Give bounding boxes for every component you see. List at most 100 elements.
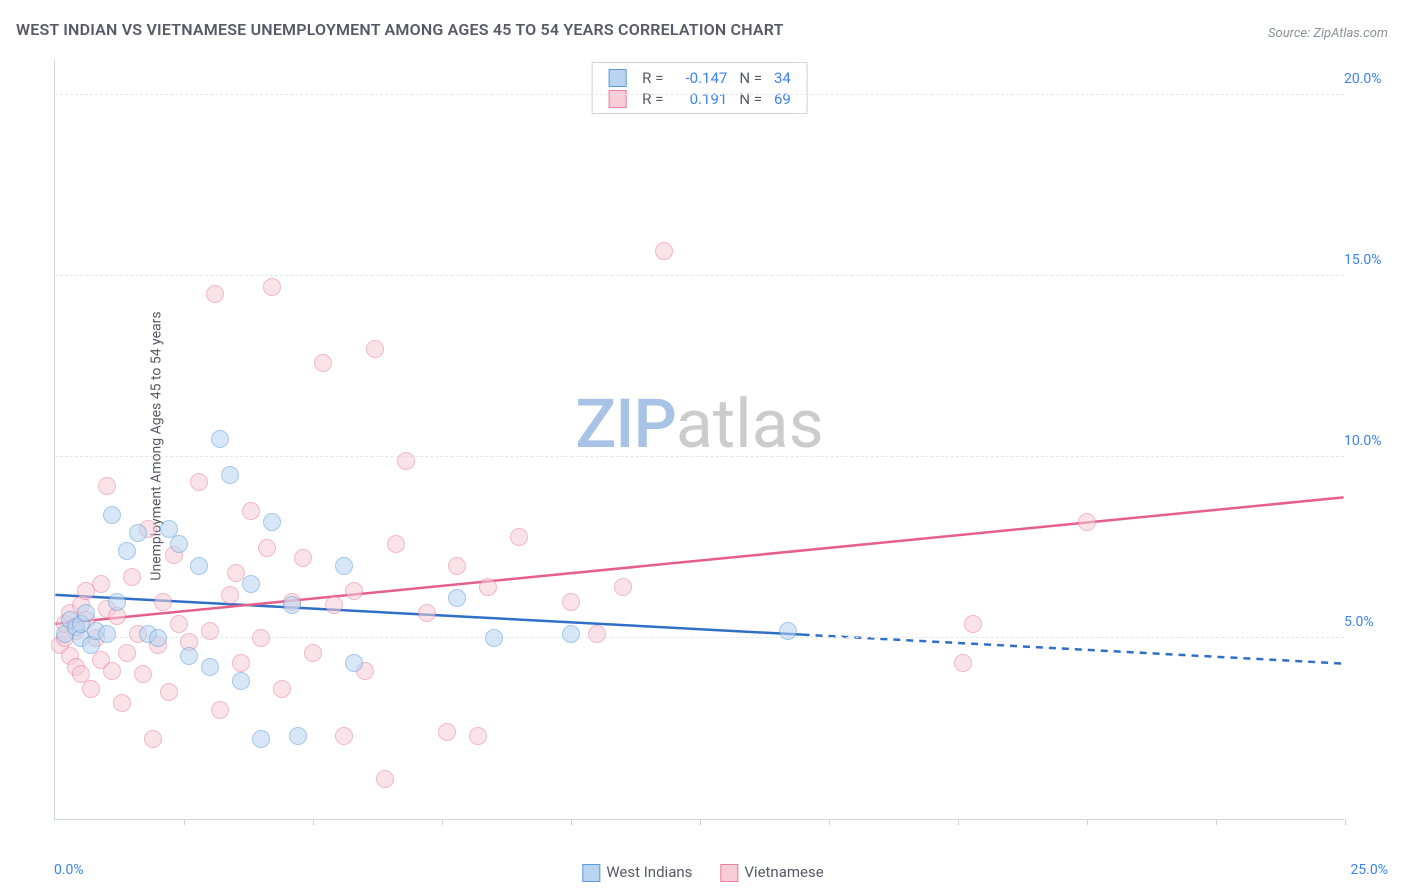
x-tick [700,819,701,825]
data-point [98,477,116,495]
data-point [232,654,250,672]
grid-line [55,94,1344,95]
x-tick [1087,819,1088,825]
data-point [252,629,270,647]
y-tick-label: 10.0% [1344,433,1394,449]
data-point [170,615,188,633]
x-tick [184,819,185,825]
data-point [160,683,178,701]
y-tick-label: 5.0% [1344,614,1394,630]
x-tick [958,819,959,825]
data-point [206,285,224,303]
data-point [562,625,580,643]
data-point [294,549,312,567]
data-point [108,593,126,611]
data-point [92,575,110,593]
legend-stats-row: R =-0.147N =34 [602,67,797,88]
data-point [588,625,606,643]
data-point [263,278,281,296]
data-point [118,542,136,560]
data-point [345,654,363,672]
data-point [387,535,405,553]
y-tick-label: 20.0% [1344,71,1394,87]
x-tick [1345,819,1346,825]
x-tick [1216,819,1217,825]
plot-container: ZIPatlas R =-0.147N =34R =0.191N =69 5.0… [54,60,1384,850]
x-axis-max-label: 25.0% [1350,862,1388,878]
data-point [448,589,466,607]
y-tick-label: 15.0% [1344,252,1394,268]
data-point [304,644,322,662]
data-point [448,557,466,575]
data-point [954,654,972,672]
data-point [134,665,152,683]
grid-line [55,275,1344,276]
data-point [335,557,353,575]
data-point [232,672,250,690]
data-point [149,629,167,647]
data-point [283,596,301,614]
data-point [397,452,415,470]
data-point [77,604,95,622]
data-point [438,723,456,741]
data-point [221,466,239,484]
data-point [82,680,100,698]
data-point [376,770,394,788]
data-point [345,582,363,600]
source-label: Source: ZipAtlas.com [1268,26,1388,41]
data-point [314,354,332,372]
data-point [221,586,239,604]
data-point [103,506,121,524]
data-point [562,593,580,611]
x-tick [829,819,830,825]
data-point [614,578,632,596]
data-point [113,694,131,712]
x-tick [313,819,314,825]
data-point [211,701,229,719]
trend-lines-layer [55,60,1344,819]
data-point [201,622,219,640]
plot-area: ZIPatlas R =-0.147N =34R =0.191N =69 5.0… [54,60,1344,820]
legend-stats-box: R =-0.147N =34R =0.191N =69 [591,62,808,114]
data-point [144,730,162,748]
data-point [170,535,188,553]
data-point [655,242,673,260]
legend-stats-row: R =0.191N =69 [602,88,797,109]
trend-line [803,635,1344,664]
data-point [258,539,276,557]
chart-title: WEST INDIAN VS VIETNAMESE UNEMPLOYMENT A… [16,20,784,39]
data-point [469,727,487,745]
legend-item: West Indians [582,863,692,882]
data-point [180,647,198,665]
data-point [335,727,353,745]
data-point [118,644,136,662]
data-point [190,557,208,575]
data-point [1078,513,1096,531]
data-point [964,615,982,633]
data-point [242,502,260,520]
series-legend: West Indians Vietnamese [582,863,823,882]
data-point [211,430,229,448]
legend-item: Vietnamese [720,863,823,882]
data-point [103,662,121,680]
data-point [273,680,291,698]
x-axis-origin-label: 0.0% [54,862,84,878]
data-point [325,596,343,614]
data-point [129,524,147,542]
data-point [510,528,528,546]
grid-line [55,637,1344,638]
data-point [485,629,503,647]
x-tick [442,819,443,825]
data-point [154,593,172,611]
data-point [123,568,141,586]
data-point [479,578,497,596]
data-point [190,473,208,491]
data-point [779,622,797,640]
data-point [252,730,270,748]
data-point [263,513,281,531]
data-point [418,604,436,622]
data-point [289,727,307,745]
data-point [201,658,219,676]
data-point [242,575,260,593]
grid-line [55,456,1344,457]
